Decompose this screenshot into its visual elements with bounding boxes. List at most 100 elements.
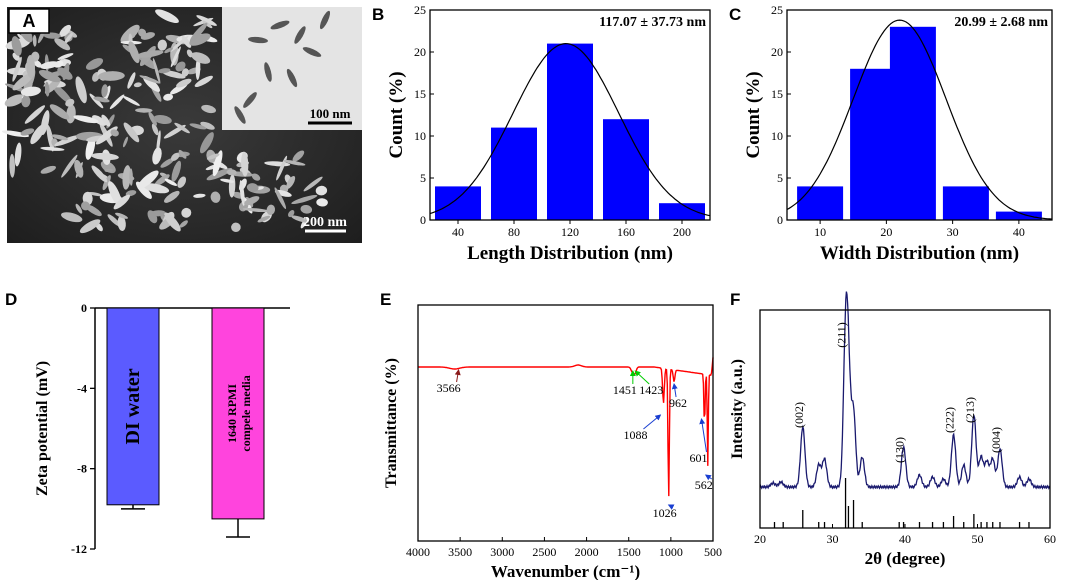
panel-b-label: B xyxy=(372,5,384,24)
sem-particle xyxy=(181,35,192,48)
sem-particle xyxy=(181,207,192,218)
panel-a-box xyxy=(8,8,50,34)
x-tick-label: 20 xyxy=(880,225,892,239)
sem-particle xyxy=(200,121,215,130)
peak-arrow xyxy=(671,383,678,398)
sem-particle xyxy=(133,82,142,88)
sem-particle xyxy=(171,160,182,182)
sem-particle xyxy=(43,32,61,39)
sem-particle xyxy=(24,105,46,124)
peak-arrow xyxy=(643,414,662,430)
x-tick-label: 120 xyxy=(561,225,579,239)
tem-particle xyxy=(243,92,257,108)
sem-particle xyxy=(286,175,296,189)
sem-particle xyxy=(122,95,140,106)
sem-particle xyxy=(231,222,241,233)
sem-particle xyxy=(64,32,73,44)
sem-particle xyxy=(201,104,217,114)
sem-particle xyxy=(136,50,164,58)
sem-particle xyxy=(85,58,104,70)
y-tick-label: 15 xyxy=(771,87,783,101)
peak-label: 1451 xyxy=(613,383,637,397)
sem-particle xyxy=(316,198,328,207)
x-tick-label: 40 xyxy=(1013,225,1025,239)
y-tick-label: 10 xyxy=(771,129,783,143)
sem-particle xyxy=(189,33,211,46)
sem-particle xyxy=(143,183,170,194)
sem-particle xyxy=(122,165,131,190)
sem-particle xyxy=(266,204,276,215)
peak-label: 1088 xyxy=(623,428,647,442)
peak-index-label: (211) xyxy=(835,322,849,348)
y-axis-title: Count (%) xyxy=(386,71,407,158)
sem-particle xyxy=(274,189,292,197)
sem-particle xyxy=(175,61,186,72)
sem-particle xyxy=(91,152,119,161)
gaussian-fit-curve xyxy=(786,19,1053,220)
sem-particle xyxy=(49,104,70,120)
panel-c-label: C xyxy=(729,5,741,24)
sem-particle xyxy=(283,160,306,166)
sem-particle xyxy=(20,128,35,136)
sem-particle xyxy=(315,185,328,196)
sem-particle xyxy=(212,150,223,177)
histogram-bar xyxy=(797,186,844,220)
sem-particle xyxy=(194,75,213,88)
sem-particle xyxy=(98,71,125,81)
sem-particle xyxy=(87,192,103,197)
peak-arrow xyxy=(699,418,707,453)
sem-particle xyxy=(40,146,65,151)
xrd-curve xyxy=(759,291,1051,490)
sem-particle xyxy=(44,81,50,97)
sem-particle xyxy=(135,108,153,113)
tem-particle xyxy=(234,106,246,124)
x-tick-label: 30 xyxy=(827,532,839,546)
sem-particle xyxy=(139,75,161,84)
sem-particle xyxy=(40,165,56,174)
sem-particle xyxy=(206,167,233,181)
histogram-bar xyxy=(995,211,1042,220)
ftir-curve xyxy=(418,357,714,497)
x-tick-label: 4000 xyxy=(406,545,430,559)
x-tick-label: 40 xyxy=(899,532,911,546)
sem-particle xyxy=(138,28,147,37)
y-tick-label: 10 xyxy=(414,129,426,143)
peak-arrow xyxy=(634,370,650,385)
sem-particle xyxy=(108,181,122,207)
sem-particle xyxy=(65,98,75,107)
tem-particle xyxy=(264,62,272,82)
sem-particle xyxy=(246,183,259,193)
sem-particle xyxy=(137,170,159,189)
sem-particle xyxy=(251,173,261,181)
sem-particle xyxy=(115,212,128,219)
histogram-bar xyxy=(850,68,897,220)
sem-particle xyxy=(181,68,189,77)
plot-frame xyxy=(417,304,714,542)
sem-particle xyxy=(127,72,136,89)
histogram-bar xyxy=(942,186,989,220)
y-tick-label: -8 xyxy=(77,462,87,476)
sem-particle xyxy=(303,176,323,192)
sem-particle xyxy=(125,190,137,197)
histogram-bar xyxy=(547,43,593,220)
sem-particle xyxy=(199,132,214,154)
sem-particle xyxy=(164,212,181,232)
sem-particle xyxy=(93,96,110,103)
sem-particle xyxy=(244,196,260,206)
zeta-bar xyxy=(211,307,265,520)
sem-particle xyxy=(101,84,108,98)
sem-particle xyxy=(102,175,111,191)
peak-label: 1423 xyxy=(639,383,663,397)
sem-particle xyxy=(164,190,180,203)
bar-label: DI water xyxy=(122,368,144,444)
y-tick-label: 5 xyxy=(777,171,783,185)
bar-label: 1640 RPMI xyxy=(225,384,239,443)
y-axis-title: Transmittance (%) xyxy=(383,358,400,488)
y-tick-label: 0 xyxy=(777,213,783,227)
sem-particle xyxy=(26,55,36,79)
sem-particle xyxy=(242,207,270,213)
sem-particle xyxy=(107,214,121,227)
sem-particle xyxy=(54,135,80,147)
panel-d-label: D xyxy=(5,290,17,309)
sem-particle xyxy=(14,142,22,167)
